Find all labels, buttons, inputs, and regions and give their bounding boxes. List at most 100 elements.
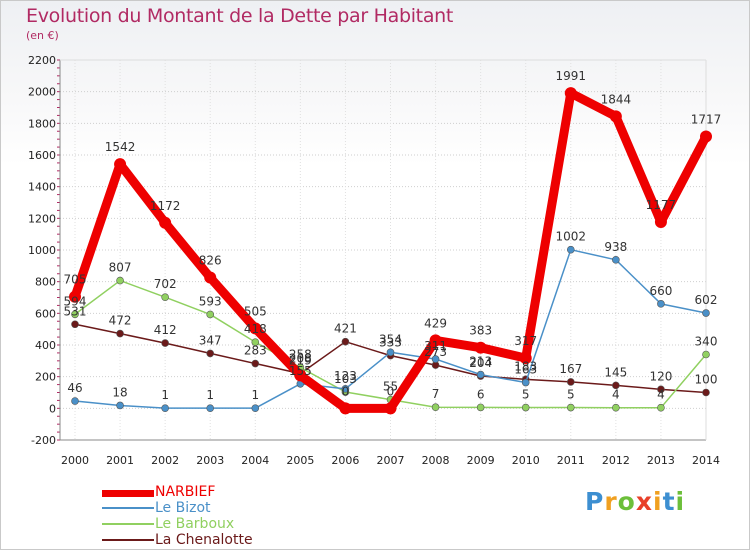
legend-label-le-bizot: Le Bizot — [155, 500, 211, 516]
data-label: 6 — [477, 387, 485, 401]
logo-letter: i — [675, 487, 686, 516]
data-point — [476, 370, 485, 379]
x-tick-label: 2009 — [467, 454, 495, 467]
legend-label-le-barboux: Le Barboux — [155, 516, 235, 532]
data-label: 123 — [334, 369, 357, 383]
legend-swatch-le-barboux — [102, 523, 154, 525]
data-label: 412 — [154, 323, 177, 337]
x-tick-label: 2010 — [512, 454, 540, 467]
y-tick-label: 1200 — [28, 212, 56, 225]
data-point — [657, 403, 665, 412]
data-label: 593 — [199, 294, 222, 308]
data-label: 705 — [64, 273, 87, 287]
data-point — [474, 341, 487, 354]
data-point — [386, 348, 395, 357]
y-tick-label: 200 — [35, 371, 56, 384]
data-point — [431, 403, 440, 412]
data-label: 1844 — [601, 92, 632, 106]
data-label: 1172 — [150, 199, 181, 213]
data-label: 7 — [432, 387, 440, 401]
legend-label-la-chenalotte: La Chenalotte — [155, 532, 253, 548]
data-label: 383 — [469, 324, 492, 338]
data-label: 5 — [522, 388, 530, 402]
data-label: 354 — [379, 332, 402, 346]
data-label: 1 — [251, 388, 259, 402]
data-label: 418 — [244, 322, 267, 336]
data-label: 258 — [289, 347, 312, 361]
y-tick-label: 1600 — [28, 149, 56, 162]
data-label: 283 — [244, 344, 267, 358]
data-point — [429, 334, 442, 347]
legend-swatch-narbief — [102, 490, 154, 497]
data-label: 208 — [289, 351, 312, 365]
data-label: 55 — [383, 380, 398, 394]
data-point — [519, 352, 532, 365]
x-tick-label: 2007 — [377, 454, 405, 467]
data-point — [657, 300, 665, 308]
data-point — [476, 403, 485, 412]
data-point — [702, 388, 710, 397]
legend-swatch-le-bizot — [102, 507, 154, 509]
data-label: 213 — [469, 355, 492, 369]
y-tick-label: 1400 — [28, 181, 56, 194]
logo-letter: i — [653, 487, 663, 516]
data-label: 273 — [424, 345, 447, 359]
x-tick-label: 2005 — [286, 454, 314, 467]
data-point — [71, 397, 79, 405]
data-label: 340 — [695, 335, 718, 349]
data-label: 660 — [649, 284, 672, 298]
data-label: 1 — [206, 388, 214, 402]
data-point — [612, 256, 620, 264]
x-tick-label: 2013 — [647, 454, 675, 467]
data-point — [431, 355, 440, 363]
data-label: 183 — [514, 359, 537, 373]
data-label: 120 — [649, 369, 672, 383]
data-label: 826 — [199, 254, 222, 268]
data-label: 317 — [514, 334, 537, 348]
data-label: 0 — [342, 384, 350, 398]
data-point — [114, 158, 127, 171]
data-label: 155 — [289, 364, 312, 378]
x-tick-label: 2003 — [196, 454, 224, 467]
proxiti-logo: Proxiti — [585, 487, 685, 516]
data-label: 18 — [112, 385, 127, 399]
data-label: 103 — [334, 372, 357, 386]
data-point — [116, 401, 124, 410]
data-point — [159, 216, 172, 229]
data-label: 145 — [604, 365, 627, 379]
data-label: 333 — [379, 336, 402, 350]
data-label: 505 — [244, 304, 267, 318]
data-point — [702, 309, 710, 317]
x-tick-label: 2004 — [241, 454, 269, 467]
y-tick-label: 1000 — [28, 244, 56, 257]
data-point — [161, 339, 169, 347]
x-tick-label: 2014 — [692, 454, 720, 467]
data-point — [564, 87, 577, 100]
y-tick-label: 800 — [35, 276, 56, 289]
data-point — [161, 404, 169, 412]
logo-letter: r — [604, 487, 618, 516]
data-point — [612, 403, 620, 412]
data-point — [161, 293, 169, 301]
data-label: 602 — [695, 293, 718, 307]
y-tick-label: 2000 — [28, 86, 56, 99]
data-label: 1717 — [691, 112, 722, 126]
y-tick-label: 1800 — [28, 117, 56, 130]
data-point — [341, 337, 350, 346]
data-point — [206, 404, 215, 412]
data-label: 702 — [154, 277, 177, 291]
data-label: 4 — [657, 388, 665, 402]
data-point — [700, 130, 712, 143]
logo-letter: o — [617, 487, 636, 516]
x-tick-label: 2006 — [331, 454, 359, 467]
logo-letter: x — [635, 487, 653, 516]
data-point — [116, 276, 124, 285]
logo-letter: t — [662, 487, 676, 516]
data-point — [702, 350, 710, 359]
data-point — [116, 329, 124, 338]
y-tick-label: 600 — [35, 307, 56, 320]
data-point — [206, 310, 215, 319]
data-point — [566, 403, 575, 412]
data-label: 429 — [424, 316, 447, 330]
data-label: 938 — [604, 240, 627, 254]
